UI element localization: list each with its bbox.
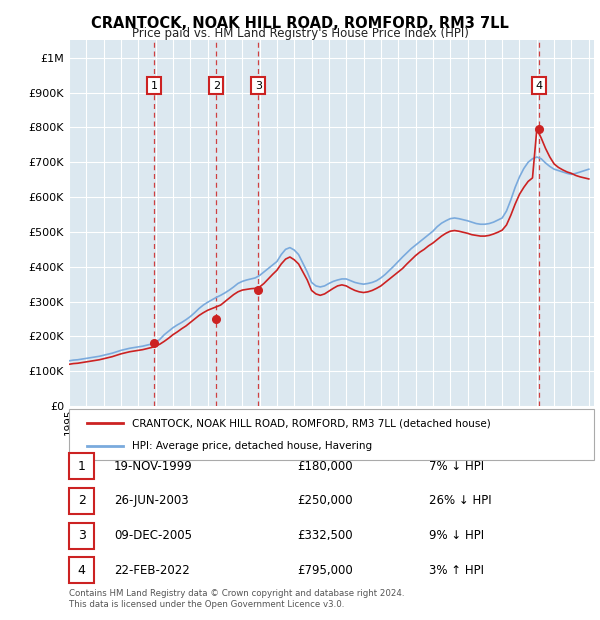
Text: 09-DEC-2005: 09-DEC-2005: [114, 529, 192, 542]
Text: 3% ↑ HPI: 3% ↑ HPI: [429, 564, 484, 577]
Text: HPI: Average price, detached house, Havering: HPI: Average price, detached house, Have…: [132, 441, 372, 451]
Text: 19-NOV-1999: 19-NOV-1999: [114, 460, 193, 472]
Text: Price paid vs. HM Land Registry's House Price Index (HPI): Price paid vs. HM Land Registry's House …: [131, 27, 469, 40]
Text: 3: 3: [77, 529, 86, 542]
Text: CRANTOCK, NOAK HILL ROAD, ROMFORD, RM3 7LL: CRANTOCK, NOAK HILL ROAD, ROMFORD, RM3 7…: [91, 16, 509, 30]
Text: 7% ↓ HPI: 7% ↓ HPI: [429, 460, 484, 472]
Text: 3: 3: [255, 81, 262, 91]
Text: 9% ↓ HPI: 9% ↓ HPI: [429, 529, 484, 542]
Text: 1: 1: [77, 460, 86, 472]
Text: 22-FEB-2022: 22-FEB-2022: [114, 564, 190, 577]
Text: £180,000: £180,000: [297, 460, 353, 472]
Text: 2: 2: [213, 81, 220, 91]
Text: 26% ↓ HPI: 26% ↓ HPI: [429, 495, 491, 507]
Text: £332,500: £332,500: [297, 529, 353, 542]
Text: 26-JUN-2003: 26-JUN-2003: [114, 495, 188, 507]
Text: 4: 4: [77, 564, 86, 577]
Text: 2: 2: [77, 495, 86, 507]
Text: £795,000: £795,000: [297, 564, 353, 577]
Text: 4: 4: [536, 81, 542, 91]
Text: £250,000: £250,000: [297, 495, 353, 507]
Text: Contains HM Land Registry data © Crown copyright and database right 2024.
This d: Contains HM Land Registry data © Crown c…: [69, 590, 404, 609]
Text: 1: 1: [151, 81, 157, 91]
Text: CRANTOCK, NOAK HILL ROAD, ROMFORD, RM3 7LL (detached house): CRANTOCK, NOAK HILL ROAD, ROMFORD, RM3 7…: [132, 418, 491, 428]
